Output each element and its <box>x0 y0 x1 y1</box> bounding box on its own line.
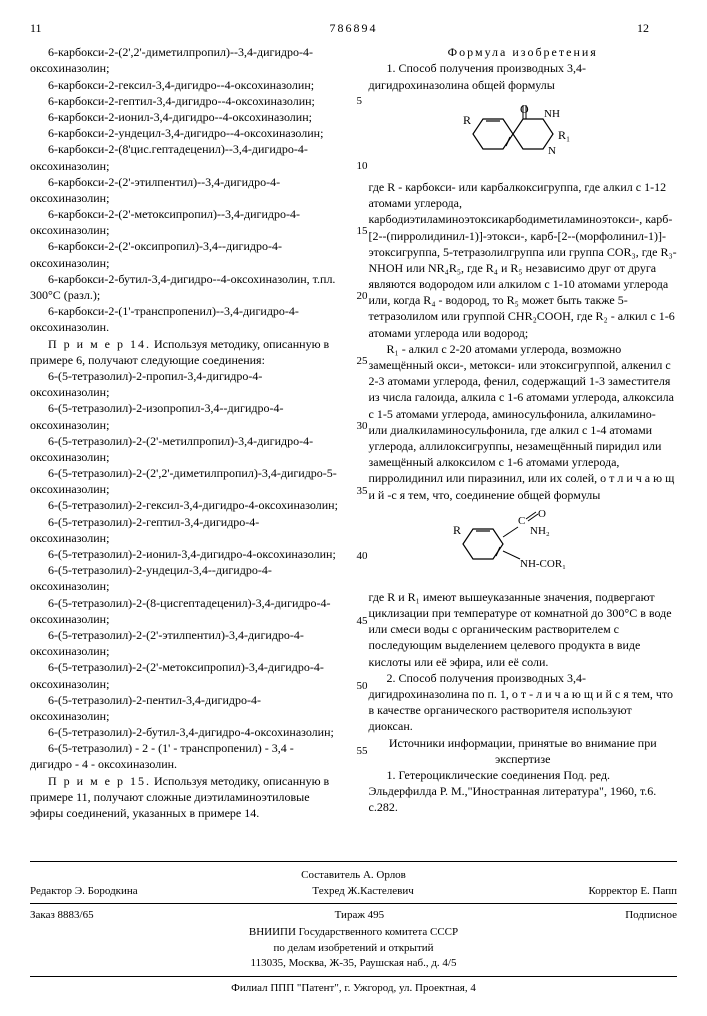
column-right: Формула изобретения 1. Способ получения … <box>369 44 678 821</box>
line-mark: 50 <box>357 679 368 694</box>
address-1: 113035, Москва, Ж-35, Раушская наб., д. … <box>30 956 677 971</box>
compound-item: 6-(5-тетразолил)-2-гептил-3,4-дигидро-4-… <box>30 514 339 546</box>
compound-item: 6-карбокси-2-(2'-этилпентил)--3,4-дигидр… <box>30 174 339 206</box>
line-mark: 15 <box>357 224 368 239</box>
divider <box>30 976 677 977</box>
address-2: Филиал ППП "Патент", г. Ужгород, ул. Про… <box>30 981 677 996</box>
compound-item: 6-(5-тетразолил)-2-пентил-3,4-дигидро-4-… <box>30 692 339 724</box>
footer: Составитель А. Орлов Редактор Э. Бородки… <box>30 861 677 996</box>
svg-text:NH₂: NH₂ <box>530 525 550 537</box>
where-r1-text: R₁ - алкил с 2-20 атомами углерода, возм… <box>369 341 678 503</box>
compound-item: 6-карбокси-2-бутил-3,4-дигидро--4-оксохи… <box>30 271 339 303</box>
compound-item: 6-(5-тетразолил)-2-(2'-метоксипропил)-3,… <box>30 659 339 691</box>
svg-text:N: N <box>548 145 556 157</box>
compound-list-b: 6-(5-тетразолил)-2-пропил-3,4-дигидро-4-… <box>30 368 339 773</box>
where-rr1-text: где R и R₁ имеют вышеуказанные значения,… <box>369 589 678 670</box>
compound-item: 6-(5-тетразолил)-2-изопропил-3,4--дигидр… <box>30 400 339 432</box>
example-14: П р и м е р 14. Используя методику, опис… <box>30 336 339 368</box>
document-number: 786894 <box>70 20 637 36</box>
order-row: Заказ 8883/65 Тираж 495 Подписное <box>30 908 677 923</box>
two-column-layout: 6-карбокси-2-(2',2'-диметилпропил)--3,4-… <box>30 44 677 821</box>
compound-item: 6-карбокси-2-ионил-3,4-дигидро--4-оксохи… <box>30 109 339 125</box>
compound-item: 6-(5-тетразолил)-2-(2'-этилпентил)-3,4-д… <box>30 627 339 659</box>
compound-item: 6-(5-тетразолил)-2-пропил-3,4-дигидро-4-… <box>30 368 339 400</box>
circulation: Тираж 495 <box>335 908 385 923</box>
compound-item: 6-карбокси-2-(2'-оксипропил)-3,4--дигидр… <box>30 238 339 270</box>
line-mark: 20 <box>357 289 368 304</box>
svg-text:O: O <box>520 102 529 116</box>
staff-row: Редактор Э. Бородкина Техред Ж.Кастелеви… <box>30 884 677 899</box>
compiler-name: А. Орлов <box>363 869 406 881</box>
chemical-structure-1: R O NH N R₁ <box>369 99 678 173</box>
svg-text:NH: NH <box>544 108 560 120</box>
compound-item: 6-карбокси-2-(2',2'-диметилпропил)--3,4-… <box>30 44 339 76</box>
line-mark: 55 <box>357 744 368 759</box>
chemical-structure-2: R C O NH₂ NH-COR₁ <box>369 509 678 583</box>
compound-item: 6-карбокси-2-(8'цис.гептадеценил)--3,4-д… <box>30 141 339 173</box>
page-number-right: 12 <box>637 20 677 36</box>
compound-item: 6-(5-тетразолил)-2-(8-цисгептадеценил)-3… <box>30 595 339 627</box>
svg-text:NH-COR₁: NH-COR₁ <box>520 558 566 570</box>
source-1: 1. Гетероциклические соединения Под. ред… <box>369 767 678 816</box>
org-line-2: по делам изобретений и открытий <box>30 941 677 956</box>
column-left: 6-карбокси-2-(2',2'-диметилпропил)--3,4-… <box>30 44 339 821</box>
svg-text:C: C <box>518 515 525 527</box>
compound-item: 6-карбокси-2-(1'-транспропенил)--3,4-диг… <box>30 303 339 335</box>
compiler-row: Составитель А. Орлов <box>30 868 677 883</box>
line-mark: 40 <box>357 549 368 564</box>
compound-item: 6-(5-тетразолил)-2-бутил-3,4-дигидро-4-о… <box>30 724 339 740</box>
svg-text:O: O <box>538 509 546 520</box>
claim-2: 2. Способ получения производных 3,4-диги… <box>369 670 678 735</box>
example-15: П р и м е р 15. Используя методику, опис… <box>30 773 339 822</box>
compound-item: 6-(5-тетразолил)-2-гексил-3,4-дигидро-4-… <box>30 497 339 513</box>
compound-item: 6-(5-тетразолил)-2-ундецил-3,4--дигидро-… <box>30 562 339 594</box>
tech-editor: Техред Ж.Кастелевич <box>312 884 413 899</box>
sources-title: Источники информации, принятые во вниман… <box>369 735 678 767</box>
line-mark: 35 <box>357 484 368 499</box>
svg-text:R: R <box>453 523 461 537</box>
compound-item: 6-карбокси-2-(2'-метоксипропил)--3,4-диг… <box>30 206 339 238</box>
compound-item: 6-(5-тетразолил)-2-ионил-3,4-дигидро-4-о… <box>30 546 339 562</box>
divider <box>30 903 677 904</box>
compound-item: 6-(5-тетразолил)-2-(2',2'-диметилпропил)… <box>30 465 339 497</box>
compound-item: 6-(5-тетразолил) - 2 - (1' - транспропен… <box>30 740 339 772</box>
line-mark: 10 <box>357 159 368 174</box>
subscription: Подписное <box>625 908 677 923</box>
claim-1-intro: 1. Способ получения производных 3,4-диги… <box>369 60 678 92</box>
org-line-1: ВНИИПИ Государственного комитета СССР <box>30 925 677 940</box>
line-mark: 25 <box>357 354 368 369</box>
order-number: Заказ 8883/65 <box>30 908 94 923</box>
line-mark: 5 <box>357 94 363 109</box>
example-label: П р и м е р 15. <box>48 774 151 788</box>
compound-item: 6-карбокси-2-гептил-3,4-дигидро--4-оксох… <box>30 93 339 109</box>
line-mark: 30 <box>357 419 368 434</box>
compound-list-a: 6-карбокси-2-(2',2'-диметилпропил)--3,4-… <box>30 44 339 335</box>
where-r-text: где R - карбокси- или карбалкоксигруппа,… <box>369 179 678 341</box>
formula-title: Формула изобретения <box>369 44 678 60</box>
page-header: 11 786894 12 <box>30 20 677 36</box>
compiler-label: Составитель <box>301 869 360 881</box>
svg-text:R₁: R₁ <box>558 128 570 142</box>
compound-item: 6-(5-тетразолил)-2-(2'-метилпропил)-3,4-… <box>30 433 339 465</box>
compound-item: 6-карбокси-2-гексил-3,4-дигидро--4-оксох… <box>30 77 339 93</box>
corrector: Корректор Е. Папп <box>589 884 677 899</box>
page-number-left: 11 <box>30 20 70 36</box>
svg-text:R: R <box>463 113 471 127</box>
compound-item: 6-карбокси-2-ундецил-3,4-дигидро--4-оксо… <box>30 125 339 141</box>
editor: Редактор Э. Бородкина <box>30 884 138 899</box>
line-mark: 45 <box>357 614 368 629</box>
example-label: П р и м е р 14. <box>48 337 151 351</box>
